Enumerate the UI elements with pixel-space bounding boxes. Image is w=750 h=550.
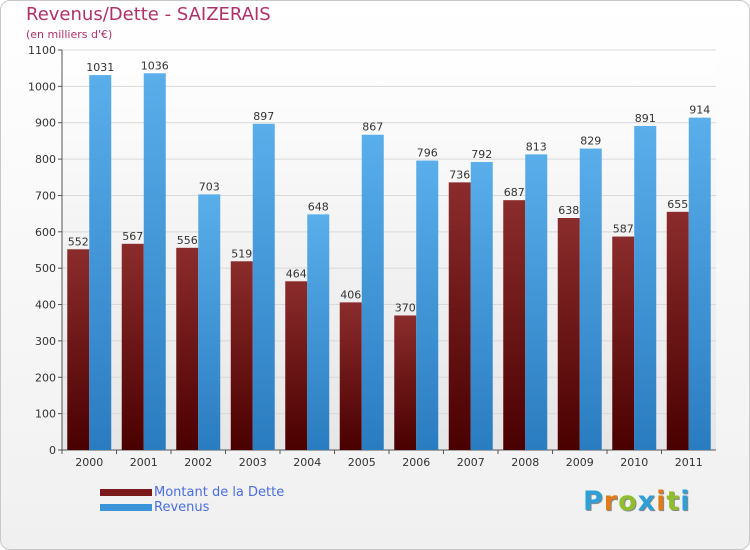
bar-revenus xyxy=(634,126,657,450)
y-tick-label: 400 xyxy=(35,299,56,312)
bar-dette xyxy=(557,218,580,450)
legend: Montant de la Dette Revenus xyxy=(100,485,284,515)
legend-label-revenus: Revenus xyxy=(154,500,210,515)
bar-revenus xyxy=(579,148,602,450)
x-tick-label: 2007 xyxy=(457,456,485,469)
bar-revenus xyxy=(198,194,221,450)
y-tick-label: 1100 xyxy=(28,44,56,57)
y-tick-label: 800 xyxy=(35,153,56,166)
data-label-dette: 567 xyxy=(122,230,143,243)
data-label-dette: 370 xyxy=(395,301,416,314)
chart-subtitle: (en milliers d'€) xyxy=(26,28,113,41)
x-tick-label: 2002 xyxy=(184,456,212,469)
legend-label-dette: Montant de la Dette xyxy=(154,485,285,500)
bar-dette xyxy=(503,200,526,450)
bar-dette xyxy=(448,182,471,450)
logo-letter: i xyxy=(656,486,667,517)
bar-revenus xyxy=(89,75,112,450)
bar-revenus xyxy=(470,162,493,450)
x-tick-label: 2004 xyxy=(293,456,321,469)
data-label-dette: 406 xyxy=(340,288,361,301)
logo-letter: P xyxy=(583,486,604,517)
logo-letter: i xyxy=(680,486,691,517)
proxiti-logo: Proxiti xyxy=(583,486,691,517)
data-label-revenus: 796 xyxy=(417,147,438,160)
bar-dette xyxy=(666,211,689,450)
data-label-dette: 519 xyxy=(231,247,252,260)
y-tick-label: 100 xyxy=(35,408,56,421)
bar-dette xyxy=(612,236,635,450)
data-label-dette: 556 xyxy=(177,234,198,247)
bar-revenus xyxy=(252,123,275,451)
data-label-revenus: 897 xyxy=(253,110,274,123)
bar-dette xyxy=(394,315,417,450)
data-label-revenus: 813 xyxy=(526,140,547,153)
y-tick-label: 600 xyxy=(35,226,56,239)
x-tick-label: 2009 xyxy=(566,456,594,469)
data-label-dette: 587 xyxy=(613,223,634,236)
y-tick-label: 1000 xyxy=(28,80,56,93)
chart-title: Revenus/Dette - SAIZERAIS xyxy=(26,4,271,25)
data-label-dette: 655 xyxy=(667,198,688,211)
data-label-revenus: 914 xyxy=(689,104,710,117)
bar-dette xyxy=(176,247,199,450)
bar-dette xyxy=(121,243,144,450)
logo-letter: o xyxy=(618,486,638,517)
bar-revenus xyxy=(307,214,330,450)
data-label-revenus: 1036 xyxy=(141,59,169,72)
legend-swatch-revenus xyxy=(100,504,152,511)
y-tick-label: 700 xyxy=(35,189,56,202)
bar-revenus xyxy=(361,134,384,450)
bar-revenus xyxy=(688,117,711,451)
x-tick-label: 2005 xyxy=(348,456,376,469)
bar-dette xyxy=(230,261,253,450)
data-label-revenus: 792 xyxy=(471,148,492,161)
data-label-revenus: 703 xyxy=(199,180,220,193)
x-tick-label: 2011 xyxy=(675,456,703,469)
x-tick-label: 2010 xyxy=(620,456,648,469)
data-label-dette: 736 xyxy=(449,168,470,181)
data-label-revenus: 648 xyxy=(308,200,329,213)
x-tick-label: 2001 xyxy=(130,456,158,469)
bar-dette xyxy=(339,302,362,450)
y-tick-label: 200 xyxy=(35,371,56,384)
bar-revenus xyxy=(525,154,548,450)
data-label-dette: 552 xyxy=(68,235,89,248)
y-tick-label: 900 xyxy=(35,117,56,130)
data-label-dette: 687 xyxy=(504,186,525,199)
data-label-revenus: 1031 xyxy=(86,61,114,74)
data-label-revenus: 891 xyxy=(635,112,656,125)
bar-dette xyxy=(67,249,90,450)
bar-dette xyxy=(285,281,308,450)
logo-letter: x xyxy=(637,486,657,517)
x-tick-label: 2003 xyxy=(239,456,267,469)
data-label-revenus: 829 xyxy=(580,135,601,148)
x-tick-label: 2006 xyxy=(402,456,430,469)
bar-revenus xyxy=(416,160,439,450)
legend-item-dette: Montant de la Dette xyxy=(100,485,284,500)
bar-revenus xyxy=(143,73,166,450)
x-tick-label: 2008 xyxy=(511,456,539,469)
logo-letter: t xyxy=(666,486,681,517)
x-tick-label: 2000 xyxy=(75,456,103,469)
plot-area xyxy=(62,50,716,450)
y-tick-label: 300 xyxy=(35,335,56,348)
data-label-revenus: 867 xyxy=(362,121,383,134)
y-tick-label: 0 xyxy=(49,444,56,457)
data-label-dette: 464 xyxy=(286,267,307,280)
y-tick-label: 500 xyxy=(35,262,56,275)
legend-swatch-dette xyxy=(100,489,152,496)
logo-letter: r xyxy=(603,486,619,517)
legend-item-revenus: Revenus xyxy=(100,500,284,515)
data-label-dette: 638 xyxy=(558,204,579,217)
